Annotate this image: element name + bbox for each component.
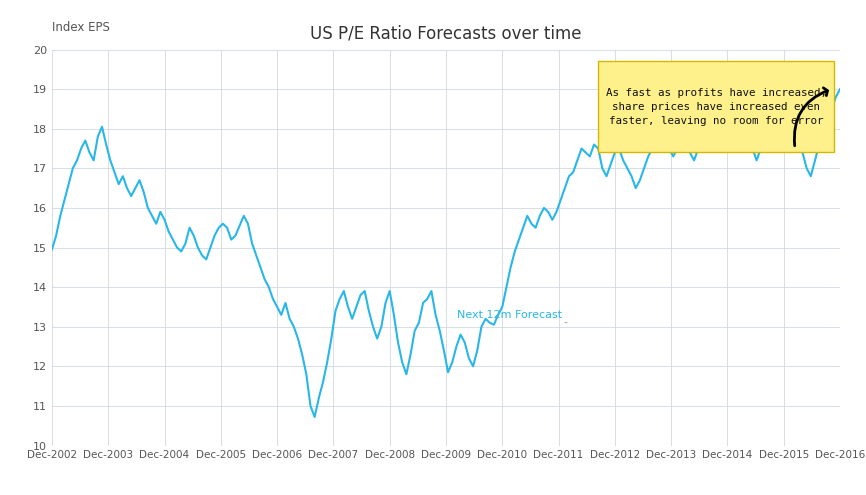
Text: Index EPS: Index EPS xyxy=(52,21,110,34)
Text: As fast as profits have increased,
share prices have increased even
faster, leav: As fast as profits have increased, share… xyxy=(605,88,827,126)
Text: Next 12m Forecast: Next 12m Forecast xyxy=(457,310,567,323)
FancyBboxPatch shape xyxy=(598,61,834,152)
Title: US P/E Ratio Forecasts over time: US P/E Ratio Forecasts over time xyxy=(310,24,582,43)
